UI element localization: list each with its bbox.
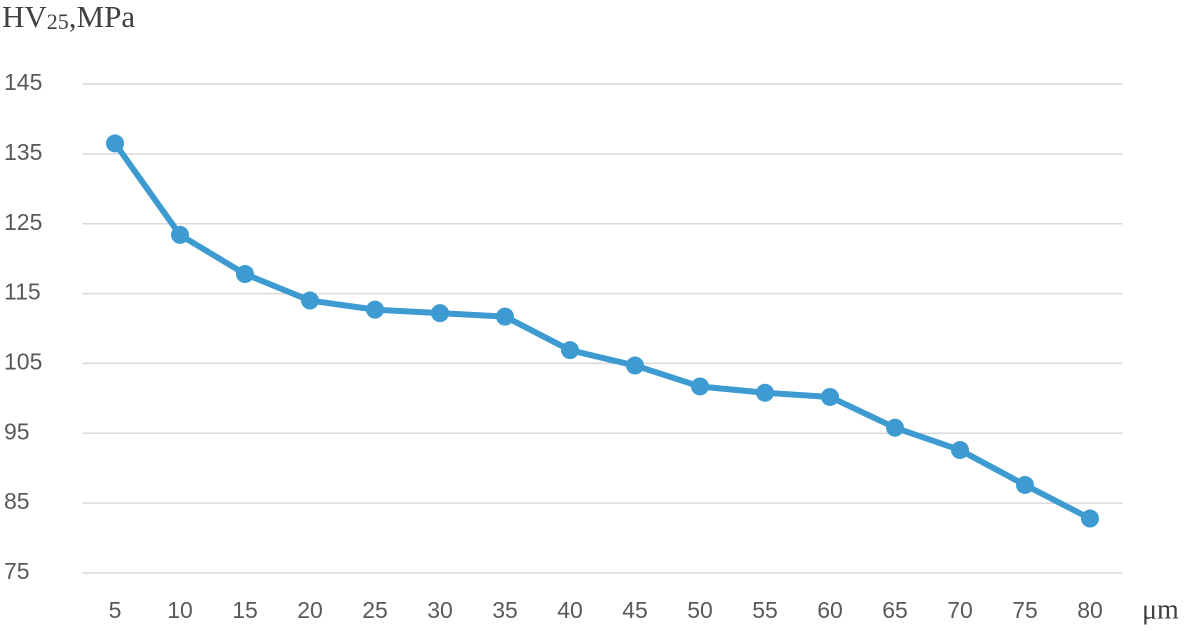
- x-axis-title: μm: [1142, 594, 1179, 625]
- data-point: [951, 441, 969, 460]
- data-point: [301, 291, 319, 310]
- data-point: [431, 304, 449, 323]
- y-axis-title-rest: ,MPa: [69, 0, 136, 34]
- y-tick-label: 95: [4, 418, 30, 444]
- x-tick-label: 75: [1012, 597, 1038, 623]
- x-tick-label: 15: [232, 597, 258, 623]
- x-tick-label: 25: [362, 597, 388, 623]
- data-point: [821, 387, 839, 406]
- data-point: [1081, 509, 1099, 528]
- x-tick-label: 45: [622, 597, 648, 623]
- data-point: [236, 265, 254, 284]
- x-tick-label: 30: [427, 597, 453, 623]
- data-point: [496, 307, 514, 326]
- data-line: [112, 141, 1092, 522]
- x-tick-label: 80: [1077, 597, 1103, 623]
- data-point: [626, 356, 644, 375]
- data-point: [106, 134, 124, 153]
- x-tick-label: 10: [167, 597, 193, 623]
- data-point: [691, 377, 709, 396]
- data-point: [1016, 475, 1034, 494]
- y-axis-title-sub: 25: [47, 9, 69, 34]
- y-tick-label: 85: [4, 488, 30, 514]
- data-point: [171, 225, 189, 244]
- data-point: [366, 300, 384, 319]
- y-axis-title-main: HV: [2, 0, 47, 34]
- x-tick-label: 20: [297, 597, 323, 623]
- x-tick-label: 55: [752, 597, 778, 623]
- data-point: [561, 341, 579, 360]
- x-tick-label: 35: [492, 597, 518, 623]
- y-tick-label: 125: [4, 209, 42, 235]
- y-tick-label: 135: [4, 139, 42, 165]
- x-tick-label: 40: [557, 597, 583, 623]
- y-tick-label: 115: [4, 279, 41, 305]
- x-tick-label: 50: [687, 597, 713, 623]
- x-tick-label: 70: [947, 597, 973, 623]
- x-tick-label: 65: [882, 597, 908, 623]
- y-tick-label: 75: [4, 558, 30, 584]
- y-tick-label: 105: [4, 349, 42, 375]
- data-point: [886, 418, 904, 437]
- x-tick-label: 5: [109, 597, 122, 623]
- data-point: [756, 383, 774, 402]
- x-tick-label: 60: [817, 597, 843, 623]
- y-axis-title: HV25,MPa: [2, 0, 135, 34]
- y-tick-label: 145: [4, 69, 42, 95]
